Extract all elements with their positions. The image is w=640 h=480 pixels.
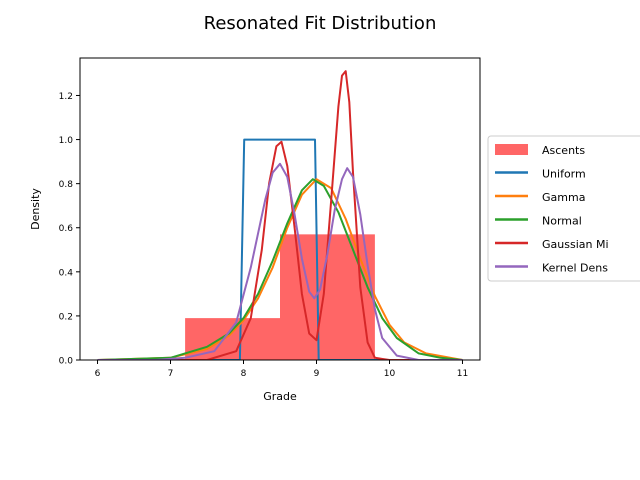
y-tick-label: 1.0 <box>59 136 74 146</box>
y-axis: 0.0 0.2 0.4 0.6 0.8 1.0 1.2 <box>59 92 80 367</box>
legend-label: Gaussian Mi <box>542 238 609 251</box>
series-line-kernel-density <box>97 162 463 360</box>
y-tick-label: 0.4 <box>59 268 74 278</box>
y-tick-label: 1.2 <box>59 92 73 102</box>
legend-label: Gamma <box>542 191 585 204</box>
legend-box <box>487 135 640 282</box>
legend-label: Normal <box>542 215 582 228</box>
y-axis-label: Density <box>29 188 42 230</box>
legend-label: Uniform <box>542 168 586 181</box>
x-tick-label: 10 <box>384 369 396 379</box>
y-tick-label: 0.6 <box>59 224 74 234</box>
x-axis: 6 7 8 9 10 11 <box>95 360 468 379</box>
legend-swatch-ascents <box>495 144 528 155</box>
legend-label: Kernel Dens <box>542 262 608 275</box>
x-tick-label: 7 <box>168 369 174 379</box>
x-tick-label: 6 <box>95 369 101 379</box>
legend-label: Ascents <box>542 144 585 157</box>
x-tick-label: 8 <box>241 369 247 379</box>
y-tick-label: 0.2 <box>59 312 73 322</box>
histogram-bars <box>185 234 375 360</box>
x-tick-label: 11 <box>457 369 468 379</box>
fit-curves <box>97 70 463 360</box>
plot-frame <box>79 57 481 361</box>
y-tick-label: 0.8 <box>59 180 74 190</box>
y-tick-label: 0.0 <box>59 357 74 367</box>
series-line-gaussian-mixture <box>97 70 463 360</box>
x-axis-label: Grade <box>263 390 297 403</box>
legend: Ascents Uniform Gamma Normal Gaussian Mi Kern… <box>487 135 640 282</box>
chart-title: Resonated Fit Distribution <box>204 13 437 34</box>
series-line-uniform <box>97 138 463 360</box>
x-tick-label: 9 <box>314 369 320 379</box>
